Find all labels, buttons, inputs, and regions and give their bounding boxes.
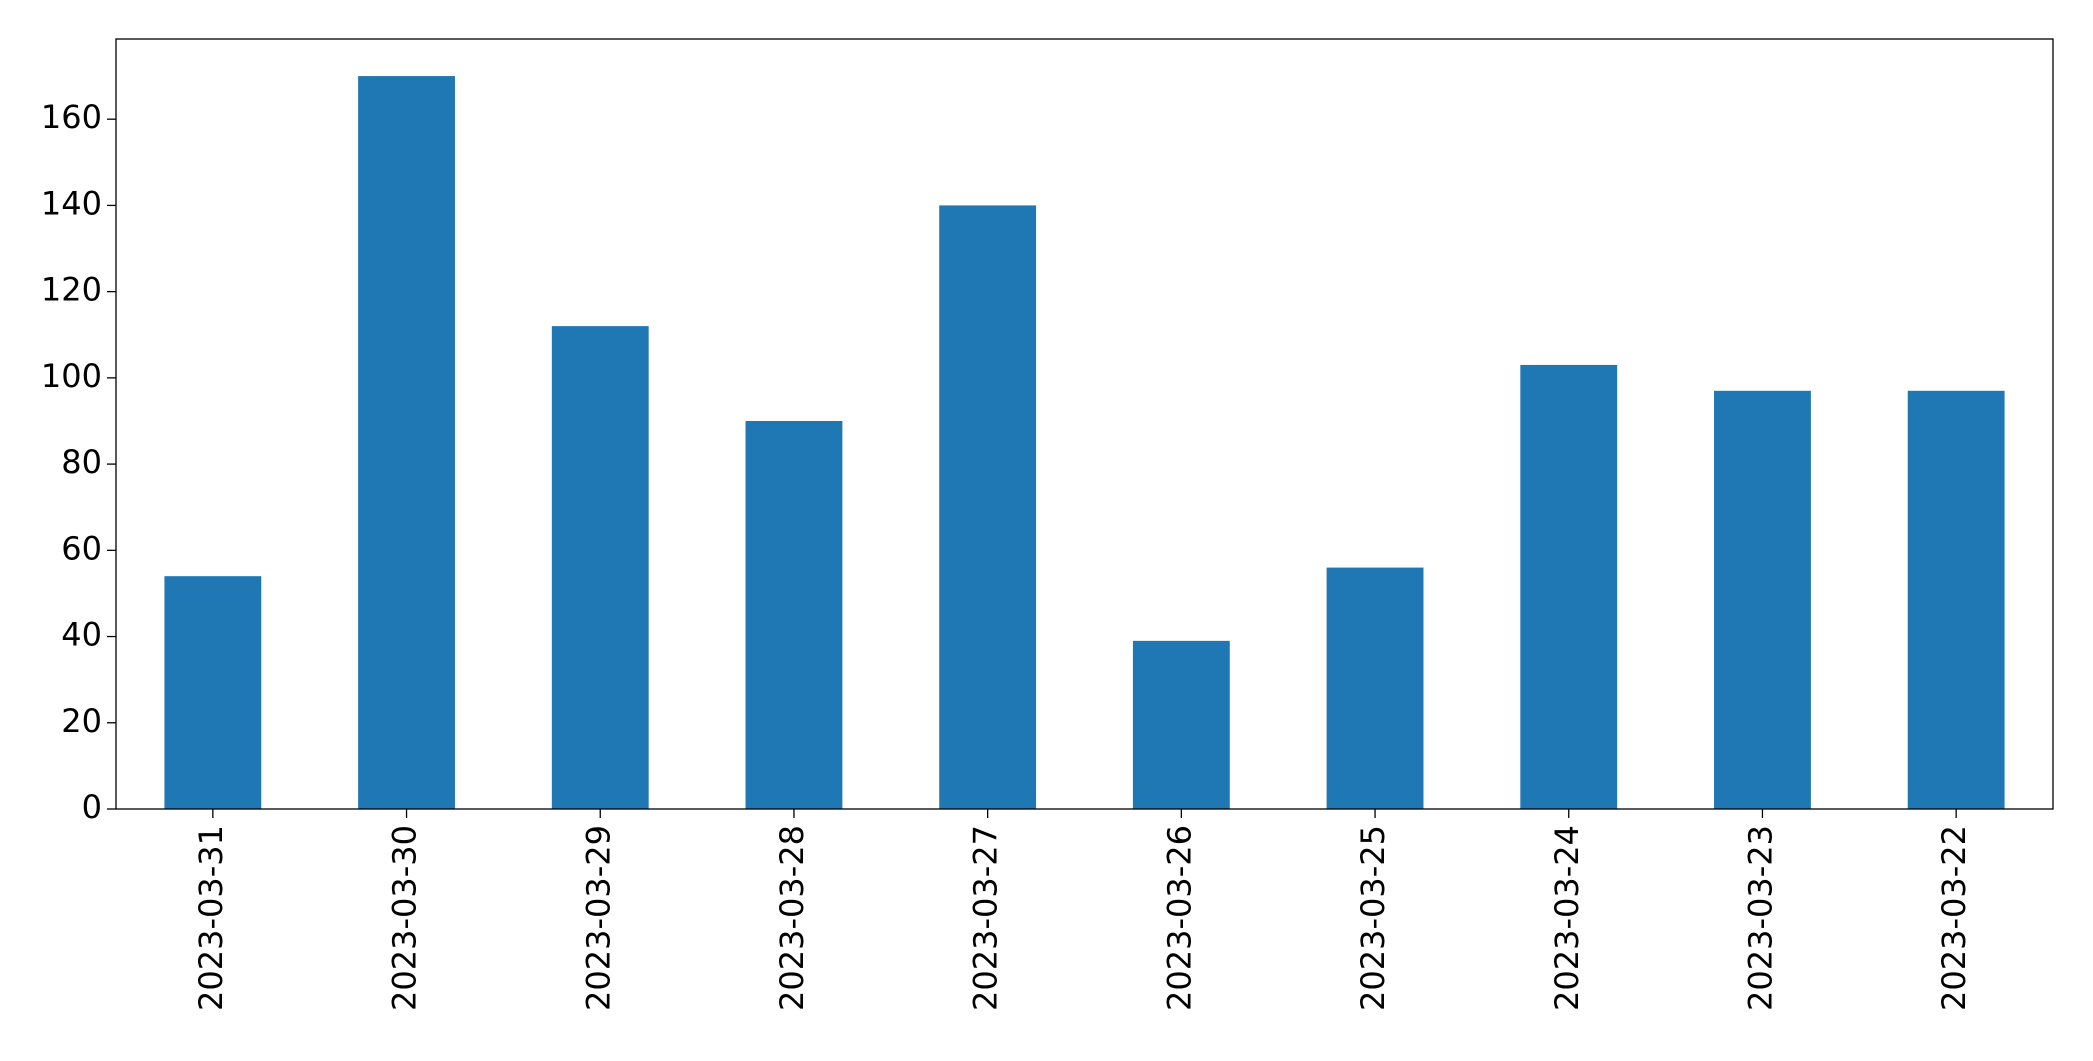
bar — [939, 205, 1037, 810]
bar — [551, 326, 649, 809]
plot-frame — [115, 38, 2054, 810]
y-tick-label: 120 — [41, 271, 102, 309]
x-tick-label: 2023-03-31 — [192, 825, 230, 1011]
x-tick-label: 2023-03-28 — [773, 825, 811, 1011]
bar — [1326, 567, 1424, 809]
y-tick-label: 100 — [41, 357, 102, 395]
x-tick-label: 2023-03-29 — [579, 825, 617, 1011]
bar — [1132, 640, 1230, 809]
y-tick-label: 80 — [61, 443, 102, 481]
bar — [1714, 390, 1811, 809]
x-tick-label: 2023-03-30 — [386, 825, 424, 1011]
x-tick-label: 2023-03-23 — [1741, 825, 1779, 1011]
y-tick-label: 60 — [61, 529, 102, 567]
bar — [745, 420, 843, 809]
y-tick-label: 40 — [61, 616, 102, 654]
bar — [164, 576, 262, 809]
y-tick-label: 160 — [41, 98, 102, 136]
bar — [1520, 364, 1618, 809]
x-tick-label: 2023-03-22 — [1935, 825, 1973, 1011]
y-tick-label: 0 — [82, 788, 102, 826]
y-tick-label: 20 — [61, 702, 102, 740]
bar — [1907, 390, 2005, 809]
x-tick-label: 2023-03-27 — [967, 825, 1005, 1011]
x-tick-label: 2023-03-25 — [1354, 825, 1392, 1011]
bar — [358, 76, 455, 809]
y-tick-label: 140 — [41, 184, 102, 222]
x-tick-label: 2023-03-26 — [1160, 825, 1198, 1011]
x-tick-label: 2023-03-24 — [1548, 825, 1586, 1011]
